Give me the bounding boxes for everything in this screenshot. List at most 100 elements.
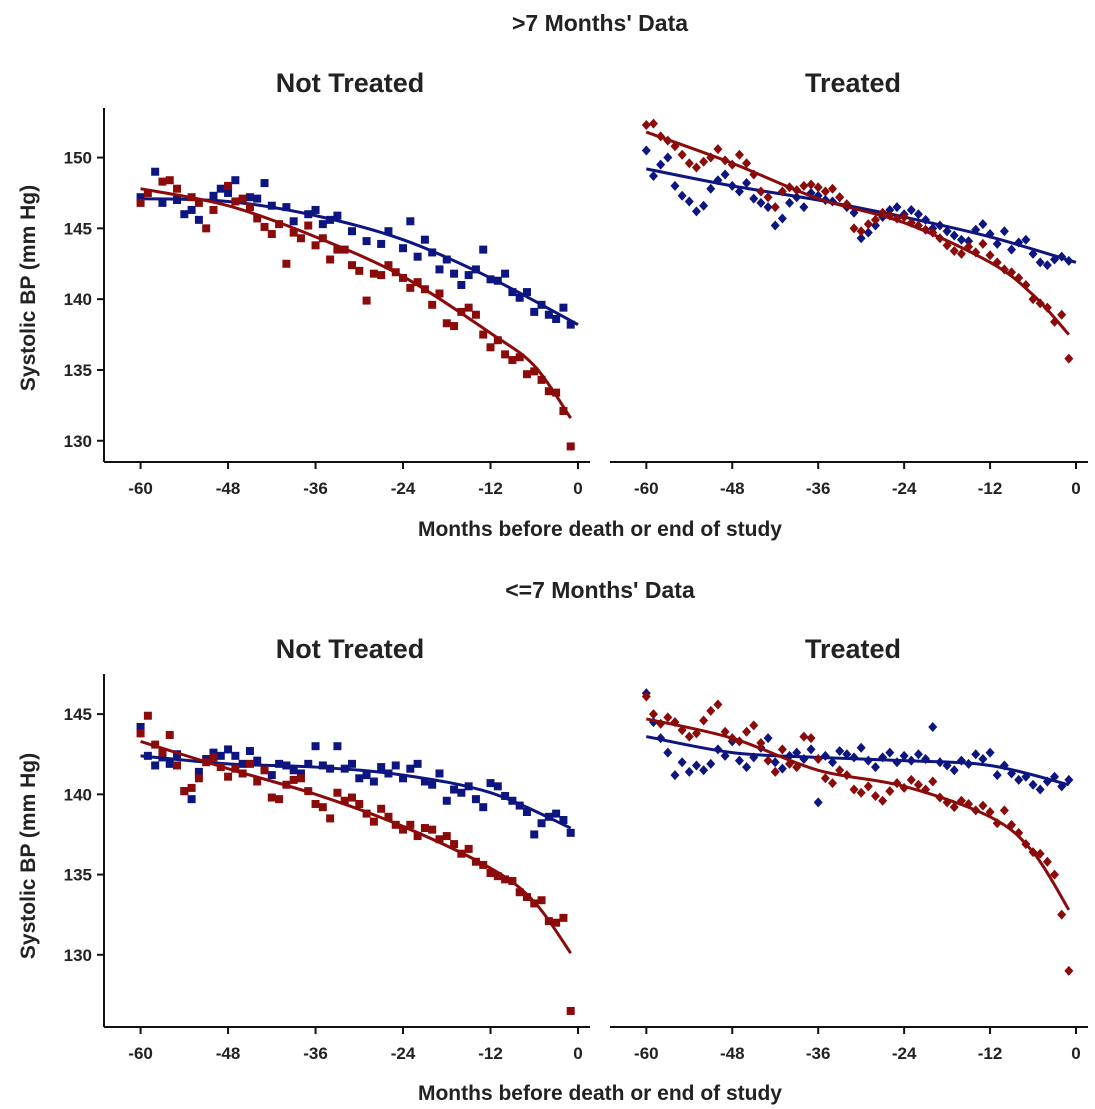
x-tick-label: -48: [720, 479, 745, 498]
x-tick-label: -12: [978, 1044, 1003, 1063]
data-point: [856, 226, 866, 237]
panel-top-not-treated: Not Treated Systolic BP (mm Hg) Months b…: [17, 68, 782, 541]
data-point: [956, 234, 966, 245]
x-tick-label: -48: [216, 1044, 241, 1063]
data-point: [369, 269, 378, 278]
panel-2-marks: -60 -48 -36 -24 -12 0 130 135 140 145: [64, 674, 590, 1063]
data-point: [180, 787, 189, 796]
data-point: [224, 181, 233, 190]
data-point: [641, 145, 651, 156]
data-point: [515, 888, 524, 897]
data-point: [699, 156, 709, 167]
data-point: [384, 812, 393, 821]
data-point: [355, 774, 364, 783]
data-point: [253, 214, 262, 223]
x-axis-label: Months before death or end of study: [418, 518, 782, 541]
data-point: [885, 786, 895, 797]
data-point: [820, 186, 830, 197]
data-point: [413, 278, 422, 287]
data-point: [648, 118, 658, 129]
data-point: [304, 759, 313, 768]
x-tick-label: -48: [216, 479, 241, 498]
data-point: [384, 227, 393, 236]
data-point: [544, 387, 553, 396]
data-point: [275, 759, 284, 768]
data-point: [143, 711, 152, 720]
data-point: [399, 825, 408, 834]
data-point: [699, 765, 709, 776]
data-point: [326, 255, 335, 264]
panel-top-treated: Treated: [805, 68, 901, 98]
chart-marks: -60 -48 -36 -24 -12 0 130 135 140 145 150 -60 -48 -36…: [64, 108, 1088, 1063]
data-point: [820, 773, 830, 784]
panel-3-marks: -60 -48 -36 -24 -12 0: [610, 688, 1088, 1063]
data-point: [706, 758, 716, 769]
data-point: [863, 227, 873, 238]
data-point: [656, 159, 666, 170]
fit-line-red: [140, 739, 572, 955]
x-tick-label: -12: [478, 1044, 503, 1063]
data-point: [391, 761, 400, 770]
data-point: [151, 167, 160, 176]
data-point: [566, 320, 575, 329]
data-point: [202, 224, 211, 233]
data-point: [691, 760, 701, 771]
panel-title: Treated: [805, 68, 901, 98]
data-point: [348, 793, 356, 802]
data-point: [486, 868, 495, 877]
data-point: [194, 215, 203, 224]
y-tick-label: 140: [64, 785, 92, 804]
data-point: [311, 205, 320, 214]
data-point: [742, 158, 752, 169]
data-point: [1035, 784, 1045, 795]
data-point: [442, 832, 451, 841]
data-point: [340, 796, 349, 805]
data-point: [158, 177, 167, 186]
data-point: [282, 203, 291, 212]
data-point: [684, 196, 694, 207]
data-point: [885, 747, 895, 758]
data-point: [942, 226, 952, 237]
data-point: [684, 766, 694, 777]
data-point: [464, 271, 473, 280]
data-point: [260, 222, 269, 231]
data-point: [949, 765, 959, 776]
data-point: [777, 744, 787, 755]
data-point: [406, 283, 415, 292]
data-point: [559, 913, 568, 922]
data-point: [641, 119, 651, 130]
data-point: [856, 742, 866, 753]
data-point: [648, 709, 658, 720]
data-point: [828, 183, 838, 194]
y-tick-label: 150: [64, 149, 92, 168]
data-point: [355, 266, 364, 275]
data-point: [522, 893, 531, 902]
data-point: [742, 762, 752, 773]
x-tick-label: -36: [806, 1044, 831, 1063]
data-point: [770, 220, 780, 231]
data-point: [267, 771, 276, 780]
data-point: [566, 1006, 575, 1015]
panel-title: Not Treated: [276, 634, 425, 664]
data-point: [457, 281, 466, 289]
data-point: [530, 830, 539, 839]
data-point: [216, 184, 225, 193]
data-point: [187, 205, 196, 214]
x-axis-label: Months before death or end of study: [418, 1082, 782, 1105]
data-point: [253, 194, 262, 203]
data-point: [1014, 774, 1024, 785]
data-point: [435, 265, 444, 274]
data-point: [849, 223, 859, 234]
data-point: [245, 759, 254, 768]
data-point: [508, 356, 517, 365]
fit-line-blue: [646, 167, 1077, 264]
data-point: [999, 226, 1009, 237]
data-point: [870, 762, 880, 773]
data-point: [813, 797, 823, 808]
x-tick-label: -24: [391, 479, 416, 498]
data-point: [136, 722, 145, 731]
data-point: [296, 774, 305, 783]
data-point: [289, 766, 298, 775]
panel-title: Not Treated: [276, 68, 425, 98]
data-point: [318, 803, 327, 812]
